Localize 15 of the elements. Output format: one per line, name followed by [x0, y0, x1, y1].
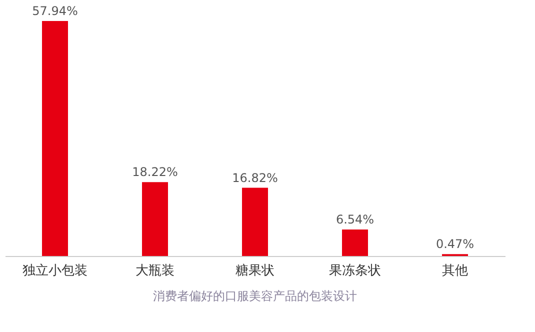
bar: [142, 182, 168, 256]
data-label: 18.22%: [132, 165, 178, 180]
bar: [42, 21, 68, 256]
data-label: 57.94%: [32, 4, 78, 18]
bar: [342, 229, 368, 256]
data-label: 16.82%: [232, 170, 278, 185]
x-tick-label: 大瓶装: [136, 264, 174, 278]
x-tick-label: 糖果状: [236, 264, 274, 278]
x-tick-label: 独立小包装: [22, 262, 88, 278]
x-tick-label: 其他: [442, 264, 468, 278]
data-label: 6.54%: [336, 212, 374, 226]
text: 消费者偏好的口服美容产品的包装设计: [153, 289, 357, 303]
bar: [242, 188, 268, 256]
x-tick-label: 果冻条状: [329, 264, 381, 278]
data-label: 0.47%: [436, 237, 474, 252]
